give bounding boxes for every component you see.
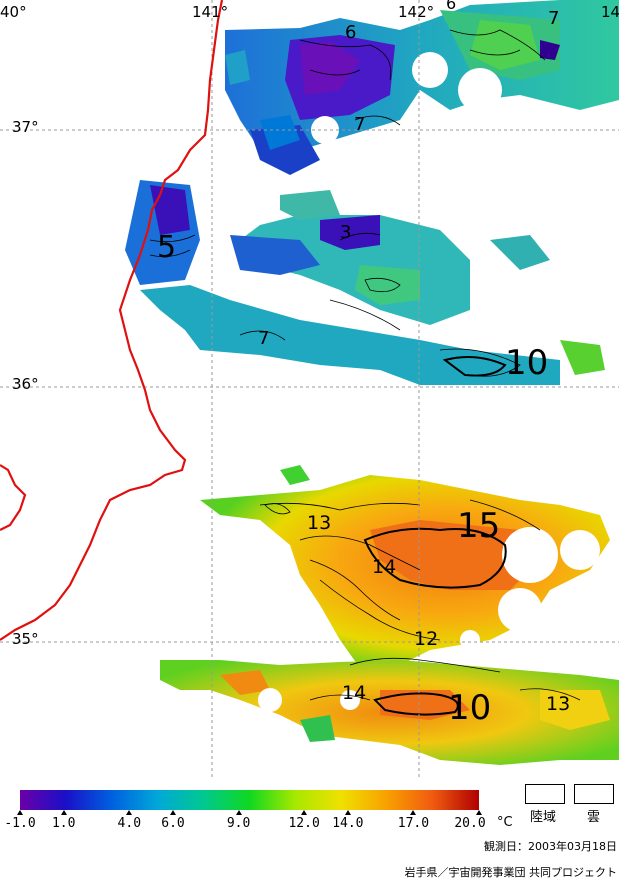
colorbar-tick-mark — [235, 810, 242, 815]
colorbar-tick-label: 6.0 — [161, 816, 185, 831]
colorbar-tick-label: 1.0 — [51, 816, 76, 831]
lat-label-36: 36° — [12, 375, 39, 393]
southern-warm-water — [160, 465, 619, 765]
northern-cold-water — [125, 0, 619, 385]
contour-label: 14 — [372, 556, 397, 578]
isotherm-contours — [149, 29, 581, 701]
contour-label: 13 — [307, 512, 332, 534]
lat-label-35: 35° — [12, 630, 39, 648]
lat-label-37: 37° — [12, 118, 39, 136]
colorbar-tick-label: 14.0 — [332, 816, 364, 831]
contour-label: 15 — [457, 506, 501, 546]
contour-label: 7 — [354, 114, 366, 135]
colorbar-tick-mark — [301, 810, 308, 815]
colorbar-tick-mark — [344, 810, 351, 815]
colorbar-tick-mark — [170, 810, 176, 815]
bold-isotherm-contours — [363, 355, 507, 716]
lon-label-140: 40° — [0, 3, 27, 21]
contour-label: 5 — [157, 230, 177, 265]
colorbar — [20, 790, 479, 810]
coastline — [0, 0, 224, 641]
colorbar-unit: °C — [497, 815, 513, 830]
colorbar-tick-label: 9.0 — [226, 816, 251, 831]
contour-label: 6 — [345, 22, 357, 43]
colorbar-tick-mark — [60, 810, 67, 815]
colorbar-tick-mark — [476, 810, 482, 815]
contour-label: 6 — [446, 0, 457, 13]
lon-label-143: 14 — [601, 3, 619, 21]
colorbar-tick-mark — [17, 810, 23, 815]
land-legend-label: 陸域 — [530, 810, 557, 825]
graticule — [0, 0, 619, 780]
colorbar-tick-label: 17.0 — [397, 816, 430, 831]
colorbar-tick-label: 12.0 — [288, 816, 320, 831]
colorbar-tick-mark — [126, 810, 133, 815]
contour-label: 7 — [258, 328, 270, 349]
colorbar-tick-label: 20.0 — [454, 816, 486, 831]
contour-label: 7 — [548, 8, 560, 29]
contour-label: 14 — [342, 682, 367, 704]
contour-label: 12 — [414, 628, 439, 650]
contour-label: 13 — [546, 693, 571, 715]
observation-date: 観測日：2003年03月18日 — [484, 840, 617, 853]
contour-label: 3 — [340, 222, 352, 243]
cloud-legend-swatch — [574, 784, 614, 804]
land-legend-swatch — [525, 784, 565, 804]
sst-map — [0, 0, 619, 780]
colorbar-tick-label: 4.0 — [117, 816, 142, 831]
cloud-legend-label: 雲 — [587, 810, 601, 825]
colorbar-tick-mark — [410, 810, 417, 815]
lon-label-141: 141° — [192, 3, 229, 21]
coastline-inlet — [0, 464, 27, 531]
credit-line: 岩手県／宇宙開発事業団 共同プロジェクト — [404, 866, 618, 879]
contour-label: 10 — [448, 688, 492, 728]
contour-label: 10 — [505, 343, 549, 383]
colorbar-tick-label: -1.0 — [4, 816, 36, 831]
lon-label-142: 142° — [398, 3, 435, 21]
